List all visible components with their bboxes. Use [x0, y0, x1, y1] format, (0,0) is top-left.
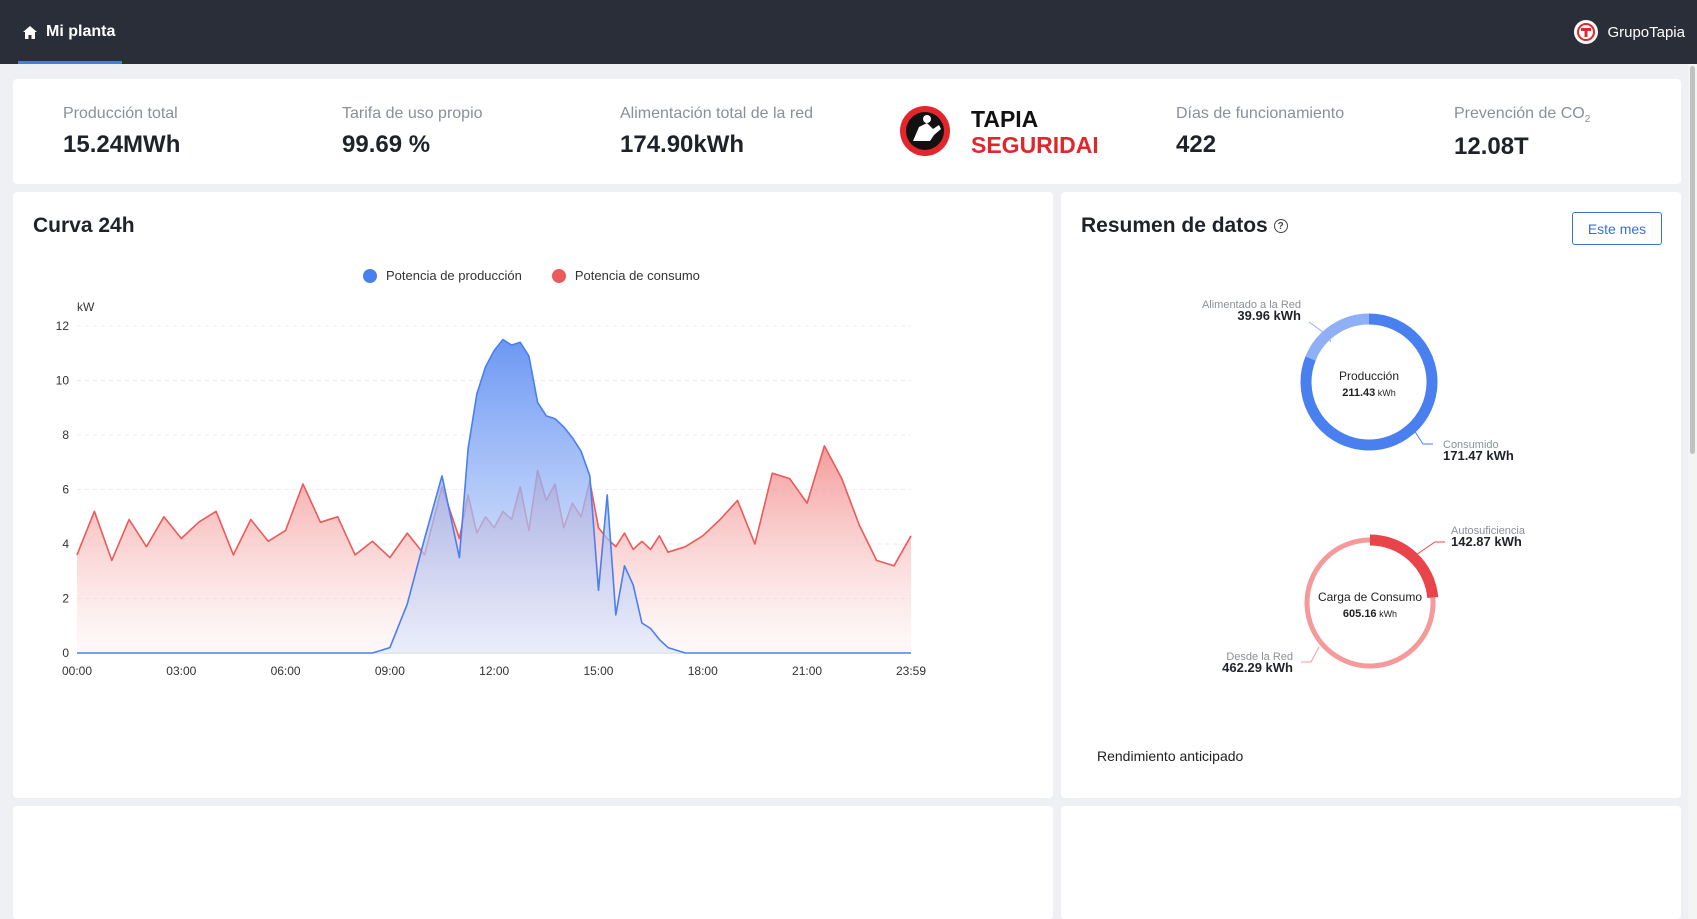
- donut-center-value: 605.16 kWh: [1343, 608, 1397, 620]
- donut-center-value: 211.43 kWh: [1342, 387, 1396, 399]
- active-tab-indicator: [18, 61, 122, 64]
- top-bar: Mi planta GrupoTapia: [0, 0, 1697, 64]
- stat-value: 15.24MWh: [63, 131, 181, 158]
- production-area: [77, 339, 911, 653]
- fed-to-grid-label: Alimentado a la Red: [1202, 299, 1301, 311]
- from-grid-label: Desde la Red: [1226, 651, 1293, 663]
- power-curve-chart[interactable]: 0 2 4 6 8 10 12 kW 00:00 03:00 06:00 09:00 12:00 15:0…: [13, 292, 1053, 812]
- curve-24h-card: Curva 24h Potencia de producción Potenci…: [13, 192, 1053, 798]
- stat-value: 12.08T: [1454, 133, 1529, 161]
- user-avatar-logo: [1574, 20, 1599, 44]
- x-tick-label: 12:00: [479, 664, 509, 678]
- donut-fed-segment[interactable]: [1305, 313, 1370, 361]
- page-scrollbar[interactable]: [1688, 64, 1697, 919]
- bottom-left-card: [13, 806, 1053, 919]
- donut-consumed-segment[interactable]: [1300, 313, 1438, 451]
- x-tick-label: 06:00: [271, 664, 301, 678]
- legend-label: Potencia de producción: [386, 268, 522, 283]
- production-line: [77, 338, 911, 654]
- x-tick-label: 18:00: [688, 664, 718, 678]
- user-menu[interactable]: GrupoTapia: [1574, 20, 1685, 44]
- donut-center-label: Producción: [1339, 369, 1399, 383]
- bottom-right-card: [1061, 806, 1681, 919]
- donut-self-sufficiency-segment[interactable]: [1369, 534, 1439, 599]
- stat-value: 422: [1176, 131, 1217, 158]
- summary-donuts: Producción 211.43 kWh Alimentado a la Red3…: [1202, 299, 1526, 675]
- legend-label: Potencia de consumo: [574, 268, 700, 283]
- x-tick-label: 03:00: [166, 664, 196, 678]
- period-select-button[interactable]: Este mes: [1572, 212, 1662, 245]
- donut-center-label: Carga de Consumo: [1318, 590, 1422, 604]
- from-grid-value: 462.29 kWh: [1222, 660, 1293, 675]
- y-axis-label: kW: [77, 300, 95, 314]
- nav-label: Mi planta: [46, 23, 116, 40]
- tapia-seguridad-logo: TAPIA SEGURIDAD: [900, 106, 1097, 158]
- leader-line: [1412, 541, 1445, 558]
- help-icon[interactable]: ?: [1273, 219, 1288, 233]
- legend-dot-production: [363, 268, 377, 283]
- summary-title: Resumen de datos ?: [1081, 214, 1288, 238]
- donut-grid-segment[interactable]: [1304, 537, 1436, 669]
- fed-to-grid-value: 39.96 kWh: [1237, 308, 1301, 323]
- stat-value: 99.69 %: [342, 131, 431, 158]
- scrollbar-thumb[interactable]: [1690, 66, 1695, 454]
- x-tick-label: 09:00: [375, 664, 405, 678]
- consumed-value: 171.47 kWh: [1443, 448, 1514, 463]
- y-tick-label: 4: [62, 537, 69, 551]
- user-name: GrupoTapia: [1607, 23, 1685, 41]
- stat-label: Días de funcionamiento: [1176, 105, 1345, 122]
- self-sufficiency-value: 142.87 kWh: [1451, 534, 1522, 549]
- legend-production[interactable]: Potencia de producción: [363, 268, 522, 283]
- x-tick-label: 15:00: [583, 664, 613, 678]
- curve-title: Curva 24h: [33, 214, 135, 237]
- y-tick-label: 0: [62, 646, 69, 660]
- stat-self-use-rate: Tarifa de uso propio 99.69 %: [342, 105, 483, 159]
- home-icon: [23, 25, 37, 39]
- y-tick-label: 2: [62, 592, 69, 606]
- consumed-label: Consumido: [1443, 439, 1499, 451]
- self-sufficiency-label: Autosuficiencia: [1451, 525, 1526, 537]
- chart-legend: Potencia de producción Potencia de consu…: [363, 268, 700, 283]
- svg-text:SEGURIDAD: SEGURIDAD: [971, 132, 1097, 158]
- stat-operating-days: Días de funcionamiento 422: [1176, 105, 1344, 159]
- stat-label: Producción total: [63, 105, 178, 122]
- x-tick-label: 00:00: [62, 664, 92, 678]
- stat-label: Prevención de CO2: [1454, 105, 1591, 126]
- stats-card: Producción total 15.24MWh Tarifa de uso …: [13, 79, 1681, 184]
- stat-label: Alimentación total de la red: [620, 105, 813, 122]
- x-tick-label: 21:00: [792, 664, 822, 678]
- nav-my-plant[interactable]: Mi planta: [18, 0, 122, 64]
- leader-line: [1308, 321, 1332, 343]
- stat-label: Tarifa de uso propio: [342, 105, 483, 122]
- data-summary-card: Producción 211.43 kWh Alimentado a la Red 3…: [1061, 192, 1681, 798]
- legend-dot-consumption: [551, 268, 566, 283]
- leader-line: [1301, 646, 1320, 663]
- stat-value: 174.90kWh: [620, 131, 745, 158]
- leader-line: [1413, 429, 1433, 445]
- y-tick-label: 12: [56, 319, 70, 333]
- company-logo-icon: [1577, 23, 1596, 41]
- stat-grid-feed: Alimentación total de la red 174.90kWh: [620, 105, 813, 159]
- stat-co2-prevention: Prevención de CO2 12.08T: [1454, 105, 1590, 161]
- x-tick-label: 23:59: [896, 664, 926, 678]
- y-tick-label: 6: [62, 483, 69, 497]
- summary-title-text: Resumen de datos: [1081, 214, 1268, 237]
- svg-text:TAPIA: TAPIA: [971, 106, 1038, 132]
- legend-consumption[interactable]: Potencia de consumo: [551, 268, 700, 283]
- stat-total-production: Producción total 15.24MWh: [63, 105, 180, 159]
- y-tick-label: 10: [56, 374, 70, 388]
- y-tick-label: 8: [62, 428, 69, 442]
- anticipated-performance-label: Rendimiento anticipado: [1097, 748, 1244, 764]
